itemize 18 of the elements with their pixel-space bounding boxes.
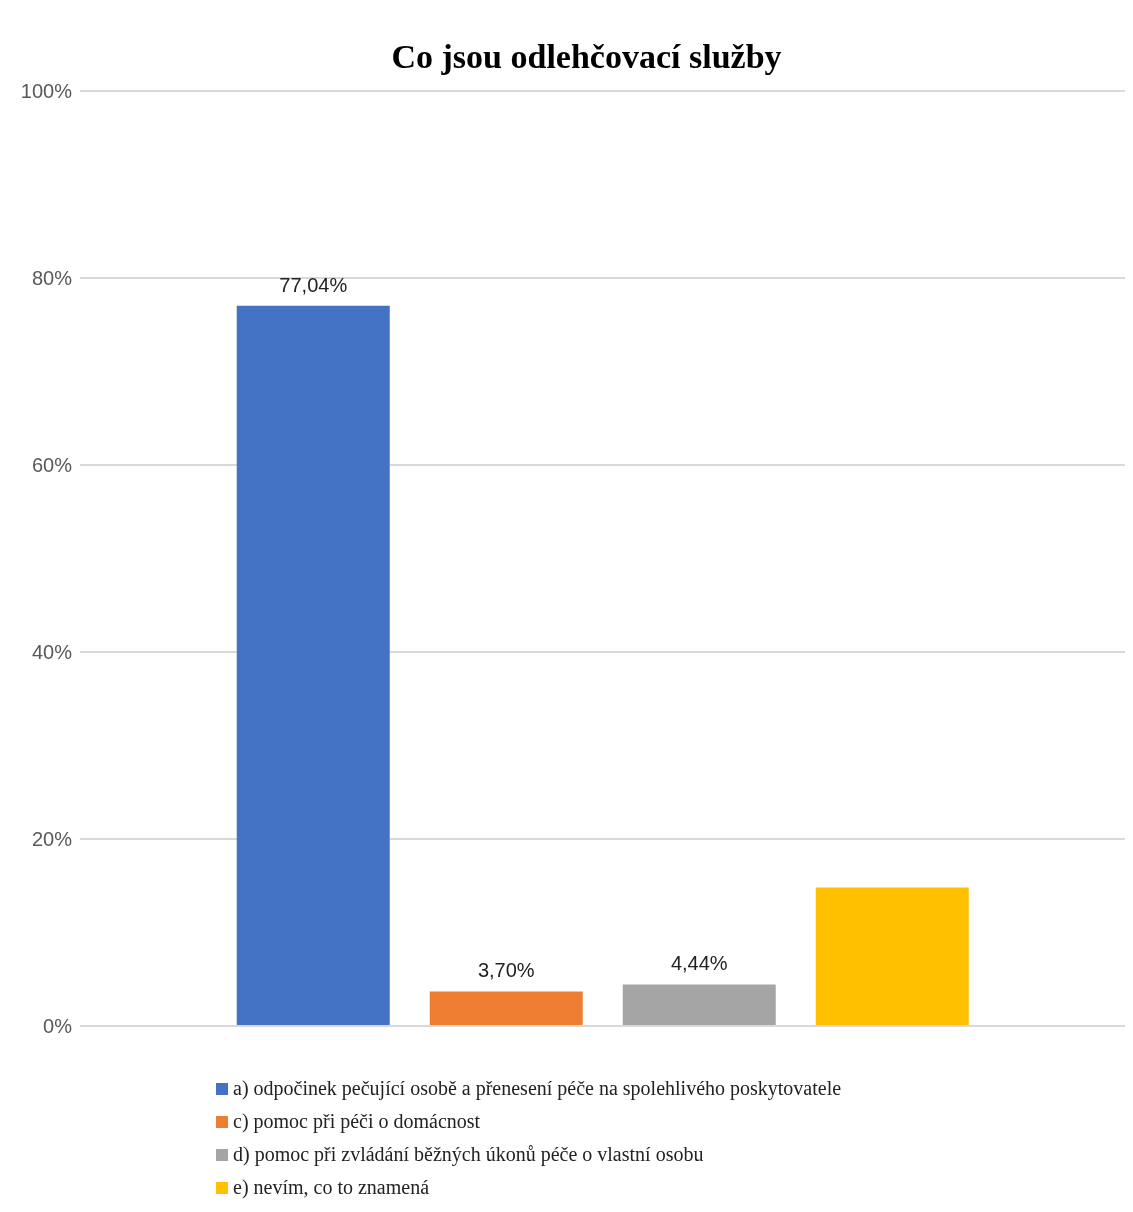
legend-label: d) pomoc při zvládání běžných úkonů péče o vlastní osobu bbox=[233, 1142, 704, 1168]
data-label: 3,70% bbox=[477, 959, 535, 982]
y-tick-label: 0% bbox=[43, 1015, 73, 1038]
chart-title: Co jsou odlehčovací služby bbox=[391, 38, 782, 75]
bar bbox=[236, 305, 390, 1026]
y-tick-label: 100% bbox=[20, 80, 73, 103]
bar bbox=[622, 984, 776, 1026]
y-tick-label: 60% bbox=[31, 454, 73, 477]
y-tick-label: 80% bbox=[31, 267, 73, 290]
y-tick-label: 20% bbox=[31, 828, 73, 851]
legend-label: c) pomoc při péči o domácnost bbox=[233, 1109, 481, 1135]
y-tick-label: 40% bbox=[31, 641, 73, 664]
legend-label: a) odpočinek pečující osobě a přenesení péče na spolehlivého poskytovatele bbox=[233, 1076, 842, 1102]
data-label: 4,44% bbox=[670, 952, 728, 975]
data-label: 77,04% bbox=[279, 273, 348, 296]
bar bbox=[429, 991, 583, 1026]
legend-label: e) nevím, co to znamená bbox=[233, 1175, 430, 1200]
bar bbox=[815, 887, 969, 1026]
